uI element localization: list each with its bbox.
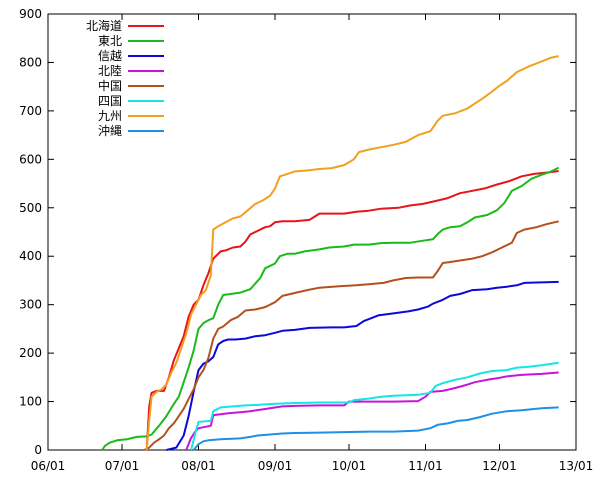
x-tick-label: 09/01 bbox=[258, 459, 293, 473]
x-tick-label: 07/01 bbox=[105, 459, 140, 473]
series-line-6 bbox=[145, 55, 559, 451]
legend-label: 北陸 bbox=[98, 64, 122, 78]
series-line-0 bbox=[145, 170, 559, 451]
plot-area-frame bbox=[47, 13, 577, 451]
series-line-1 bbox=[101, 166, 560, 451]
series-line-4 bbox=[143, 220, 559, 451]
series-line-5 bbox=[190, 361, 559, 451]
series-line-7 bbox=[192, 406, 559, 451]
legend-label: 東北 bbox=[98, 34, 122, 48]
y-tick-label: 700 bbox=[19, 104, 42, 118]
y-tick-label: 400 bbox=[19, 249, 42, 263]
y-tick-label: 300 bbox=[19, 298, 42, 312]
x-tick-label: 11/01 bbox=[408, 459, 443, 473]
y-tick-label: 0 bbox=[34, 443, 42, 457]
y-tick-label: 100 bbox=[19, 395, 42, 409]
legend-label: 九州 bbox=[98, 109, 122, 123]
x-tick-label: 13/01 bbox=[559, 459, 594, 473]
x-tick-label: 10/01 bbox=[332, 459, 367, 473]
y-tick-label: 600 bbox=[19, 152, 42, 166]
x-tick-label: 06/01 bbox=[31, 459, 66, 473]
legend-label: 四国 bbox=[98, 94, 122, 108]
x-tick-label: 08/01 bbox=[181, 459, 216, 473]
legend-label: 信越 bbox=[98, 49, 122, 63]
x-tick-label: 12/01 bbox=[482, 459, 517, 473]
series-lines bbox=[101, 55, 560, 451]
y-tick-label: 800 bbox=[19, 55, 42, 69]
legend-label: 北海道 bbox=[86, 18, 122, 33]
y-tick-label: 500 bbox=[19, 201, 42, 215]
legend-label: 中国 bbox=[98, 78, 122, 93]
y-tick-label: 200 bbox=[19, 346, 42, 360]
x-axis: 06/01 07/01 08/01 09/01 10/01 11/01 12/01 13/01 bbox=[31, 14, 594, 473]
y-axis: 0 100 200 300 400 500 600 700 800 900 bbox=[19, 7, 576, 457]
y-tick-label: 900 bbox=[19, 7, 42, 21]
legend-label: 沖縄 bbox=[98, 123, 122, 138]
